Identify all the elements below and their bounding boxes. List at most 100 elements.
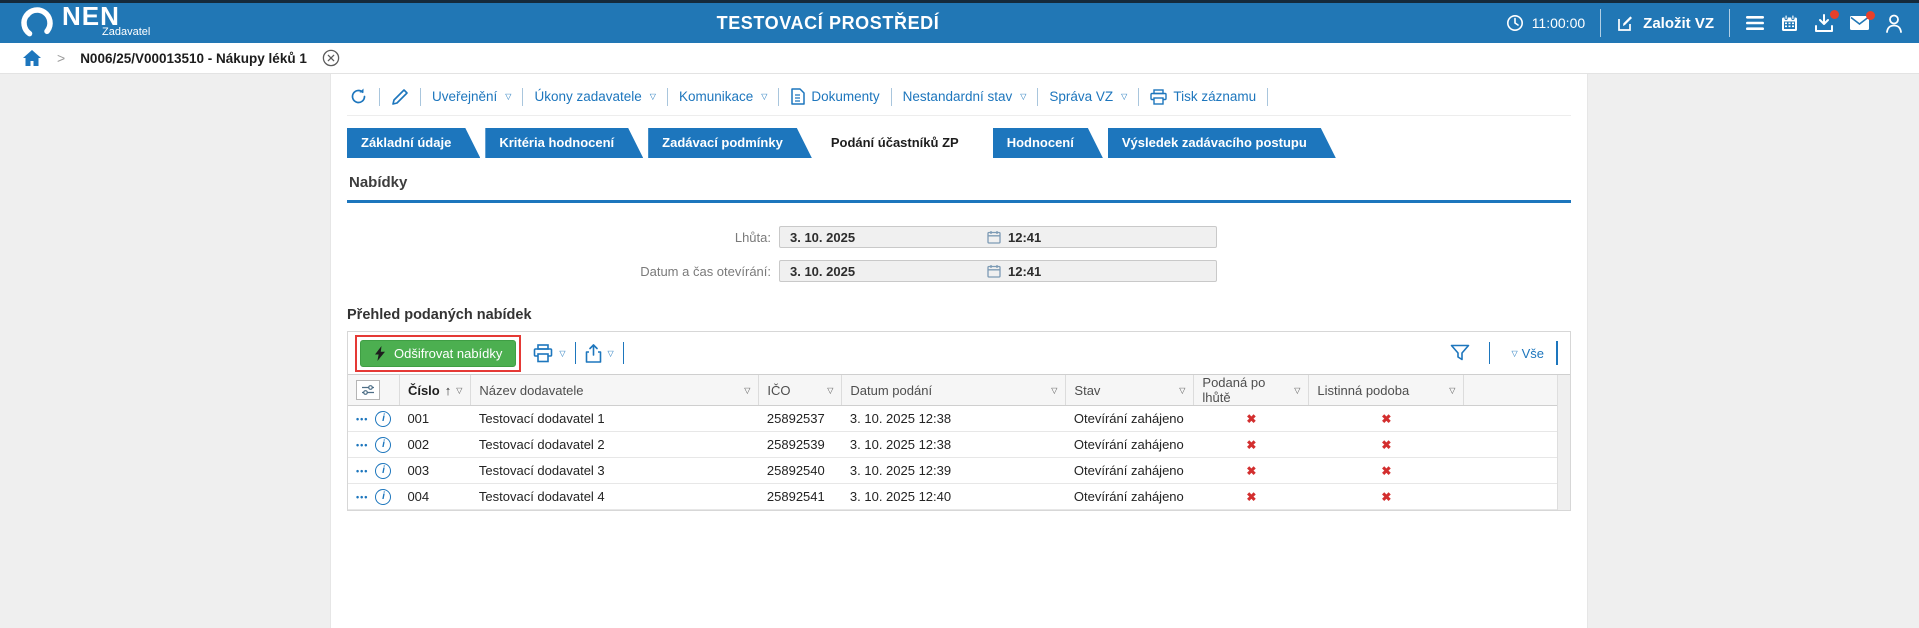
decrypt-offers-button[interactable]: Odšifrovat nabídky	[360, 339, 517, 367]
home-icon[interactable]	[22, 49, 42, 67]
column-label: Stav	[1074, 382, 1101, 398]
column-header-datum-podani[interactable]: Datum podání ▽	[841, 375, 1066, 406]
table-row[interactable]: ••• i 001 Testovací dodavatel 1 25892537 …	[348, 405, 1557, 432]
table-row[interactable]: ••• i 002 Testovací dodavatel 2 25892539 …	[348, 431, 1557, 458]
toolbar-separator	[1138, 87, 1140, 106]
column-label: Datum podání	[850, 382, 933, 398]
refresh-icon[interactable]	[349, 87, 368, 106]
toolbar-separator	[1037, 87, 1039, 106]
column-header-ico[interactable]: IČO ▽	[758, 375, 842, 406]
header-separator	[1600, 9, 1602, 37]
toolbar-separator	[379, 87, 380, 106]
sort-ascending-icon: ↑	[444, 382, 452, 398]
filter-dropdown-icon[interactable]: ▽	[1051, 385, 1058, 395]
calendar-small-icon[interactable]	[987, 230, 1001, 244]
server-time: 11:00:00	[1506, 14, 1585, 32]
cell-cislo: 001	[399, 405, 471, 432]
column-header-podana-po-lhute[interactable]: Podaná po lhůtě ▽	[1193, 375, 1309, 406]
cell-cislo: 002	[399, 431, 471, 458]
table-row[interactable]: ••• i 004 Testovací dodavatel 4 25892541 …	[348, 483, 1557, 510]
filter-dropdown-icon[interactable]: ▽	[1179, 385, 1186, 395]
lhuta-field[interactable]: 3. 10. 2025 12:41	[779, 226, 1217, 248]
filter-all-dropdown[interactable]: ▽ Vše	[1509, 346, 1544, 361]
record-toolbar: Uveřejnění ▽ Úkony zadavatele ▽ Komunika…	[347, 74, 1571, 116]
toolbar-item-label: Tisk záznamu	[1173, 89, 1257, 104]
brand-subtitle: Zadavatel	[102, 26, 151, 38]
print-grid-button[interactable]: ▽	[533, 343, 566, 363]
toolbar-item-nestandardni-stav[interactable]: Nestandardní stav ▽	[903, 89, 1027, 104]
submissions-grid-panel: Odšifrovat nabídky ▽ ▽	[347, 331, 1571, 511]
share-export-icon	[585, 343, 602, 363]
menu-button[interactable]	[1745, 15, 1765, 31]
filter-dropdown-icon[interactable]: ▽	[456, 385, 463, 395]
brand[interactable]: NEN Zadavatel	[18, 3, 151, 42]
calendar-button[interactable]	[1780, 14, 1799, 33]
cross-icon: ✖	[1381, 490, 1392, 504]
toolbar-item-tisk-zaznamu[interactable]: Tisk záznamu	[1150, 88, 1257, 105]
filter-funnel-icon[interactable]	[1450, 344, 1470, 362]
info-icon[interactable]: i	[375, 410, 392, 427]
edit-icon[interactable]	[391, 88, 409, 106]
table-header-row: Číslo ↑ ▽ Název dodavatele ▽ IČO ▽	[348, 375, 1557, 406]
filter-all-label: Vše	[1521, 345, 1544, 361]
filter-dropdown-icon[interactable]: ▽	[1294, 385, 1301, 395]
create-vz-button[interactable]: Založit VZ	[1616, 14, 1714, 33]
column-settings-icon[interactable]	[356, 380, 380, 400]
filter-dropdown-icon[interactable]: ▽	[1449, 385, 1456, 395]
date-value: 3. 10. 2025	[790, 263, 856, 279]
filter-dropdown-icon[interactable]: ▽	[827, 385, 834, 395]
column-header-cislo[interactable]: Číslo ↑ ▽	[398, 375, 471, 406]
tab-hodnoceni[interactable]: Hodnocení	[993, 128, 1103, 158]
row-menu-icon[interactable]: •••	[356, 491, 369, 502]
column-label: Podaná po lhůtě	[1202, 375, 1266, 405]
toolbar-separator	[420, 87, 421, 106]
cell-datum: 3. 10. 2025 12:38	[841, 405, 1066, 432]
user-button[interactable]	[1885, 14, 1903, 33]
submissions-table: Číslo ↑ ▽ Název dodavatele ▽ IČO ▽	[348, 375, 1557, 510]
filter-dropdown-icon[interactable]: ▽	[744, 385, 751, 395]
toolbar-item-dokumenty[interactable]: Dokumenty	[790, 88, 880, 105]
tab-kriteria-hodnoceni[interactable]: Kritéria hodnocení	[485, 128, 643, 158]
toolbar-item-uverejneni[interactable]: Uveřejnění ▽	[432, 89, 511, 104]
calendar-small-icon[interactable]	[987, 264, 1001, 278]
tab-zakladni-udaje[interactable]: Základní údaje	[347, 128, 480, 158]
info-icon[interactable]: i	[375, 488, 392, 505]
app-header: NEN Zadavatel TESTOVACÍ PROSTŘEDÍ 11:00:…	[0, 0, 1919, 43]
export-button[interactable]: ▽	[585, 343, 614, 363]
info-icon[interactable]: i	[375, 462, 392, 479]
downloads-button[interactable]	[1814, 9, 1839, 33]
column-header-listinna-podoba[interactable]: Listinná podoba ▽	[1308, 375, 1464, 406]
toolbar-item-ukony-zadavatele[interactable]: Úkony zadavatele ▽	[534, 89, 655, 104]
cell-datum: 3. 10. 2025 12:40	[841, 483, 1066, 510]
time-value: 12:41	[1008, 263, 1042, 279]
section-title: Nabídky	[347, 172, 1571, 203]
column-header-stav[interactable]: Stav ▽	[1065, 375, 1194, 406]
otevirani-field[interactable]: 3. 10. 2025 12:41	[779, 260, 1217, 282]
toolbar-item-sprava-vz[interactable]: Správa VZ ▽	[1049, 89, 1127, 104]
column-header-nazev-dodavatele[interactable]: Název dodavatele ▽	[470, 375, 759, 406]
breadcrumb-item[interactable]: N006/25/V00013510 - Nákupy léků 1	[80, 50, 307, 66]
messages-button[interactable]	[1849, 11, 1875, 31]
nen-logo-icon	[18, 4, 56, 42]
cross-icon: ✖	[1246, 464, 1257, 478]
row-menu-icon[interactable]: •••	[356, 439, 369, 450]
cell-ico: 25892537	[758, 405, 842, 432]
decrypt-highlight-outline: Odšifrovat nabídky	[355, 334, 522, 372]
table-scrollbar[interactable]	[1557, 375, 1570, 510]
close-circle-icon[interactable]	[322, 49, 340, 67]
row-menu-icon[interactable]: •••	[356, 413, 369, 424]
tab-zadavaci-podminky[interactable]: Zadávací podmínky	[648, 128, 812, 158]
toolbar-separator	[1267, 87, 1269, 106]
form-row-otevirani: Datum a čas otevírání: 3. 10. 2025 12:41	[347, 260, 1571, 282]
row-menu-icon[interactable]: •••	[356, 465, 369, 476]
cross-icon: ✖	[1246, 490, 1257, 504]
toolbar-item-label: Nestandardní stav	[902, 89, 1013, 104]
toolbar-separator	[574, 342, 576, 364]
deadline-form: Lhůta: 3. 10. 2025 12:41 Datum a čas ote…	[347, 226, 1571, 282]
toolbar-item-label: Správa VZ	[1049, 89, 1114, 104]
tab-podani-ucastniku-zp[interactable]: Podání účastníků ZP	[817, 128, 988, 158]
tab-vysledek-zadavaciho-postupu[interactable]: Výsledek zadávacího postupu	[1108, 128, 1336, 158]
toolbar-item-komunikace[interactable]: Komunikace ▽	[679, 89, 767, 104]
table-row[interactable]: ••• i 003 Testovací dodavatel 3 25892540 …	[348, 457, 1557, 484]
info-icon[interactable]: i	[375, 436, 392, 453]
